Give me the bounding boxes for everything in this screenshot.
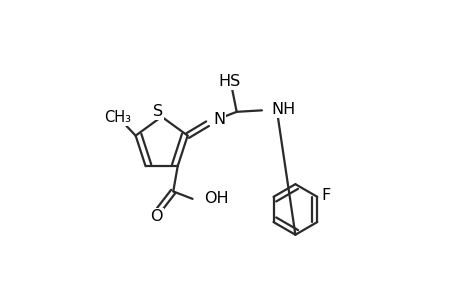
Text: N: N (213, 112, 224, 128)
Text: OH: OH (203, 191, 228, 206)
Text: HS: HS (218, 74, 240, 89)
Text: S: S (153, 104, 163, 119)
Text: NH: NH (271, 102, 295, 117)
Text: F: F (320, 188, 330, 203)
Text: O: O (150, 209, 162, 224)
Text: CH₃: CH₃ (104, 110, 131, 125)
